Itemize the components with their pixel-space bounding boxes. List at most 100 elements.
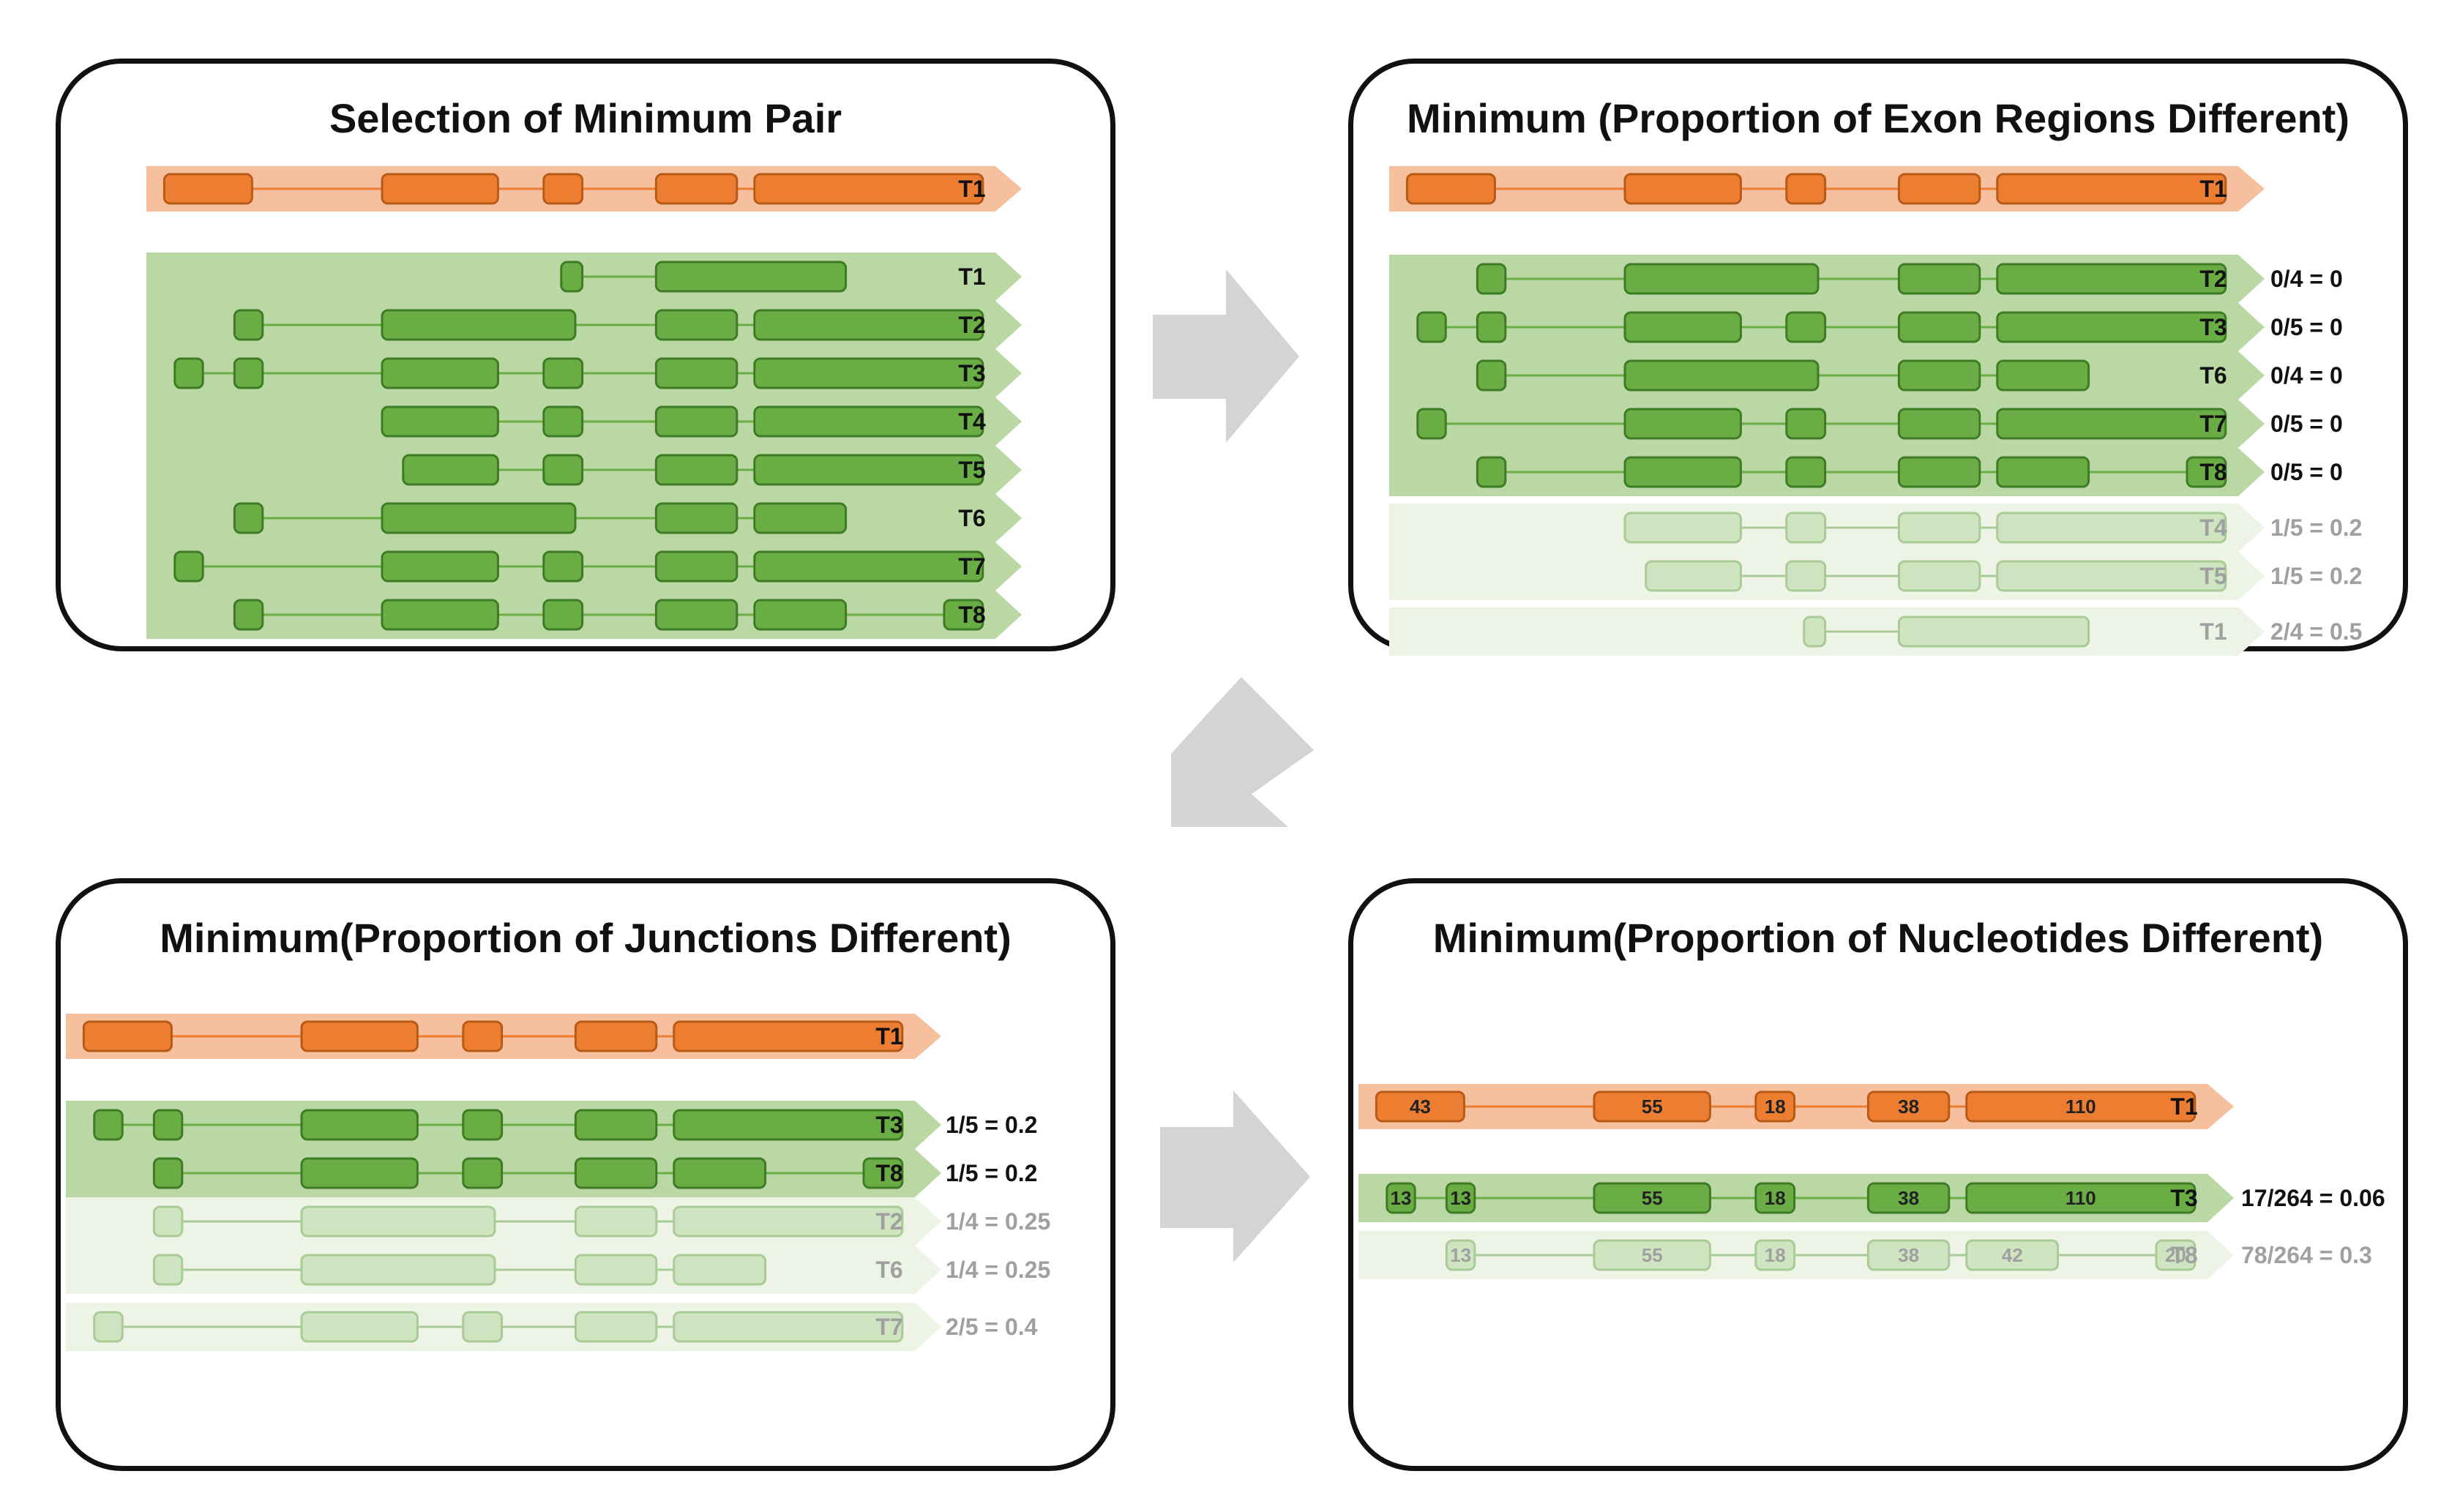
exon-block [173,550,204,583]
exon-block [753,454,984,486]
exon-block [654,599,739,631]
score-label: 1/4 = 0.25 [946,1208,1050,1235]
exon-block [300,1109,419,1141]
exon-block [862,1157,904,1189]
exon-block [152,1254,184,1286]
exon-length-label: 110 [2065,1096,2096,1118]
exon-length-label: 43 [1410,1096,1431,1118]
exon-block [381,599,499,631]
transcript-label: T1 [2199,618,2227,645]
exon-block [1623,456,1742,488]
exon-block [300,1157,419,1189]
exon-block [233,309,264,341]
exon-block [542,405,584,438]
exon-block [542,599,584,631]
score-label: 1/5 = 0.2 [2270,514,2362,541]
score-label: 0/5 = 0 [2270,411,2343,437]
exon-block [1754,1239,1796,1271]
exon-block [381,173,499,205]
exon-block [462,1020,504,1052]
exon-block [1623,408,1742,440]
exon-block [542,454,584,486]
exon-block [1754,1182,1796,1214]
score-label: 0/4 = 0 [2270,266,2343,292]
exon-block [1996,311,2227,343]
panel-title: Minimum (Proportion of Exon Regions Diff… [1407,95,2349,141]
transcript-label: T8 [2199,459,2227,485]
exon-block [654,454,739,486]
exon-block [1445,1182,1476,1214]
exon-block [233,599,264,631]
score-label: 17/264 = 0.06 [2241,1185,2385,1211]
exon-block [1866,1239,1951,1271]
transcript-label: T6 [2199,362,2227,389]
transcript-label: T7 [958,553,985,580]
exon-block [654,309,739,341]
arrow-right-bottom [1160,1090,1310,1262]
exon-block [1416,311,1447,343]
transcript-label: T3 [2170,1185,2197,1211]
transcript-label: T4 [2199,514,2227,541]
exon-block [654,261,848,293]
exon-block [1897,560,1981,592]
exon-length-label: 55 [1642,1096,1663,1118]
transcript-label: T4 [958,408,986,435]
transcript-label: T5 [2199,563,2227,589]
exon-block [152,1109,184,1141]
transcript-label: T1 [958,176,985,202]
transcript-label: T3 [2199,314,2227,340]
score-label: 78/264 = 0.3 [2241,1242,2372,1268]
exon-block [673,1109,904,1141]
exon-block [462,1109,504,1141]
exon-block [1897,408,1981,440]
transcript-label: T2 [958,312,985,338]
exon-block [1416,408,1447,440]
exon-block [1897,615,2090,648]
exon-block [1897,311,1981,343]
exon-block [300,1311,419,1343]
exon-block [233,357,264,389]
score-label: 1/5 = 0.2 [2270,563,2362,589]
transcript-label: T1 [2199,176,2227,202]
exon-block [93,1311,124,1343]
transcript-label: T1 [958,263,985,290]
exon-block [1996,263,2227,295]
exon-block [673,1254,767,1286]
panel-title: Minimum(Proportion of Junctions Differen… [160,915,1012,961]
exon-block [574,1109,658,1141]
exon-block [1996,560,2227,592]
transcript-label: T6 [958,505,985,531]
transcript-group-band [146,252,1022,639]
exon-block [1785,311,1827,343]
exon-block [673,1205,904,1238]
exon-block [173,357,204,389]
exon-block [1965,1090,2197,1123]
exon-block [1996,512,2227,544]
exon-block [1897,456,1981,488]
exon-block [2155,1239,2197,1271]
transcript-label: T5 [958,457,985,483]
exon-block [1866,1090,1951,1123]
exon-block [233,502,264,534]
exon-block [542,173,584,205]
exon-block [1754,1090,1796,1123]
exon-block [1785,456,1827,488]
exon-block [1593,1090,1711,1123]
transcript-label: T7 [2199,411,2227,437]
exon-length-label: 110 [2065,1187,2096,1209]
exon-block [300,1020,419,1052]
exon-block [152,1205,184,1238]
exon-block [381,309,577,341]
exon-block [1996,359,2090,392]
exon-block [542,357,584,389]
exon-block [1897,263,1981,295]
exon-block [1965,1182,2197,1214]
exon-length-label: 13 [1450,1244,1471,1266]
exon-block [1476,456,1507,488]
exon-block [1785,408,1827,440]
panel-title: Minimum(Proportion of Nucleotides Differ… [1432,915,2324,961]
exon-block [574,1205,658,1238]
exon-block [574,1157,658,1189]
